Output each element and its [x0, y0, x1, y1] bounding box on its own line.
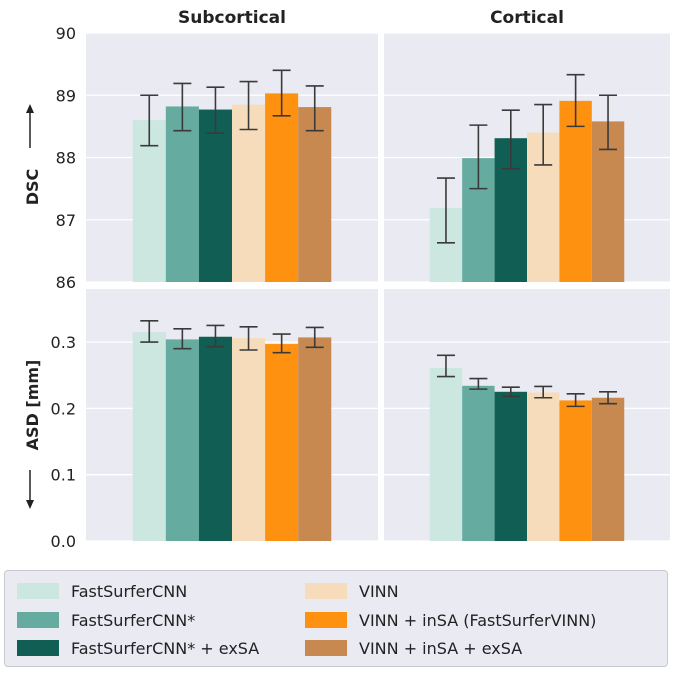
bar — [462, 385, 495, 541]
bar — [298, 107, 332, 282]
bar — [232, 104, 266, 283]
bar — [265, 93, 299, 282]
row-label-dsc: DSC — [23, 104, 42, 205]
bar — [232, 338, 266, 541]
legend-swatch — [305, 583, 347, 599]
bar — [298, 337, 332, 541]
column-title-cortical: Cortical — [490, 8, 564, 28]
y-tick-label: 0.2 — [51, 399, 76, 418]
bar — [591, 397, 625, 541]
legend-item-fastsurfercnn: FastSurferCNN — [17, 578, 187, 604]
row-label-asd: ASD [mm] — [23, 360, 42, 509]
legend-item-fastsurfercnn-star: FastSurferCNN* — [17, 607, 195, 633]
ylabel-dsc: DSC — [23, 169, 42, 206]
legend-item-fastsurfercnn-star-exsa: FastSurferCNN* + exSA — [17, 635, 259, 661]
arrow-down-head-icon — [26, 500, 34, 509]
figure: Subcortical Cortical DSC ASD [mm] 86 87 88… — [23, 8, 670, 551]
bar — [132, 120, 166, 283]
legend-swatch — [305, 640, 347, 656]
y-tick-label: 90 — [56, 24, 76, 43]
bar — [559, 400, 592, 541]
bar — [527, 392, 560, 541]
bar — [165, 339, 199, 541]
bar — [132, 332, 166, 541]
bar — [494, 391, 527, 541]
legend-swatch — [17, 612, 59, 628]
bar — [198, 336, 232, 541]
legend-item-vinn-insa: VINN + inSA (FastSurferVINN) — [305, 607, 596, 633]
legend-label: VINN + inSA (FastSurferVINN) — [359, 610, 597, 630]
bar — [429, 367, 463, 541]
legend: FastSurferCNN FastSurferCNN* FastSurferC… — [4, 570, 668, 667]
legend-label: FastSurferCNN* — [71, 610, 196, 630]
bar — [165, 106, 199, 282]
y-tick-label: 0.0 — [51, 532, 76, 551]
y-tick-label: 88 — [56, 149, 76, 168]
legend-item-vinn: VINN — [305, 578, 399, 604]
y-tick-label: 0.3 — [51, 333, 76, 352]
y-tick-label: 0.1 — [51, 466, 76, 485]
bar — [198, 109, 232, 282]
legend-label: VINN — [359, 581, 399, 601]
column-title-subcortical: Subcortical — [178, 8, 286, 28]
legend-label: FastSurferCNN* + exSA — [71, 638, 260, 658]
legend-swatch — [17, 583, 59, 599]
legend-label: FastSurferCNN — [71, 581, 188, 601]
bar — [265, 344, 299, 541]
bar — [559, 100, 592, 282]
ylabel-asd: ASD [mm] — [23, 360, 42, 451]
legend-swatch — [17, 640, 59, 656]
arrow-up-head-icon — [26, 104, 34, 113]
y-tick-label: 86 — [56, 273, 76, 292]
y-tick-label: 89 — [56, 86, 76, 105]
legend-item-vinn-insa-exsa: VINN + inSA + exSA — [305, 635, 522, 661]
y-tick-label: 87 — [56, 211, 76, 230]
legend-swatch — [305, 612, 347, 628]
legend-label: VINN + inSA + exSA — [359, 638, 523, 658]
